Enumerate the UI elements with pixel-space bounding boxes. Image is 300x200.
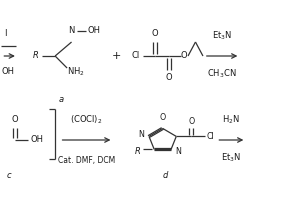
Text: c: c [7,171,11,180]
Text: d: d [163,171,168,180]
Text: Et$_3$N: Et$_3$N [212,30,232,42]
Text: I: I [4,29,7,38]
Text: OH: OH [88,26,100,35]
Text: OH: OH [31,136,44,144]
Text: Et$_3$N: Et$_3$N [221,152,242,164]
Text: CH$_3$CN: CH$_3$CN [207,68,237,80]
Text: R: R [135,147,141,156]
Text: N: N [139,130,145,139]
Text: NH$_2$: NH$_2$ [67,66,85,78]
Text: H$_2$N: H$_2$N [222,114,240,126]
Text: O: O [188,117,194,126]
Text: O: O [152,29,158,38]
Text: Cl: Cl [132,51,140,60]
Text: N: N [176,147,182,156]
Text: (COCl)$_2$: (COCl)$_2$ [70,114,103,126]
Text: OH: OH [2,68,14,76]
Text: +: + [112,51,121,61]
Text: a: a [58,96,64,104]
Text: R: R [33,51,39,60]
Text: Cl: Cl [207,132,214,141]
Text: Cat. DMF, DCM: Cat. DMF, DCM [58,156,115,164]
Text: O: O [165,73,172,82]
Text: O: O [160,113,166,122]
Text: O: O [180,51,187,60]
Text: N: N [68,26,75,35]
Text: O: O [11,116,18,124]
